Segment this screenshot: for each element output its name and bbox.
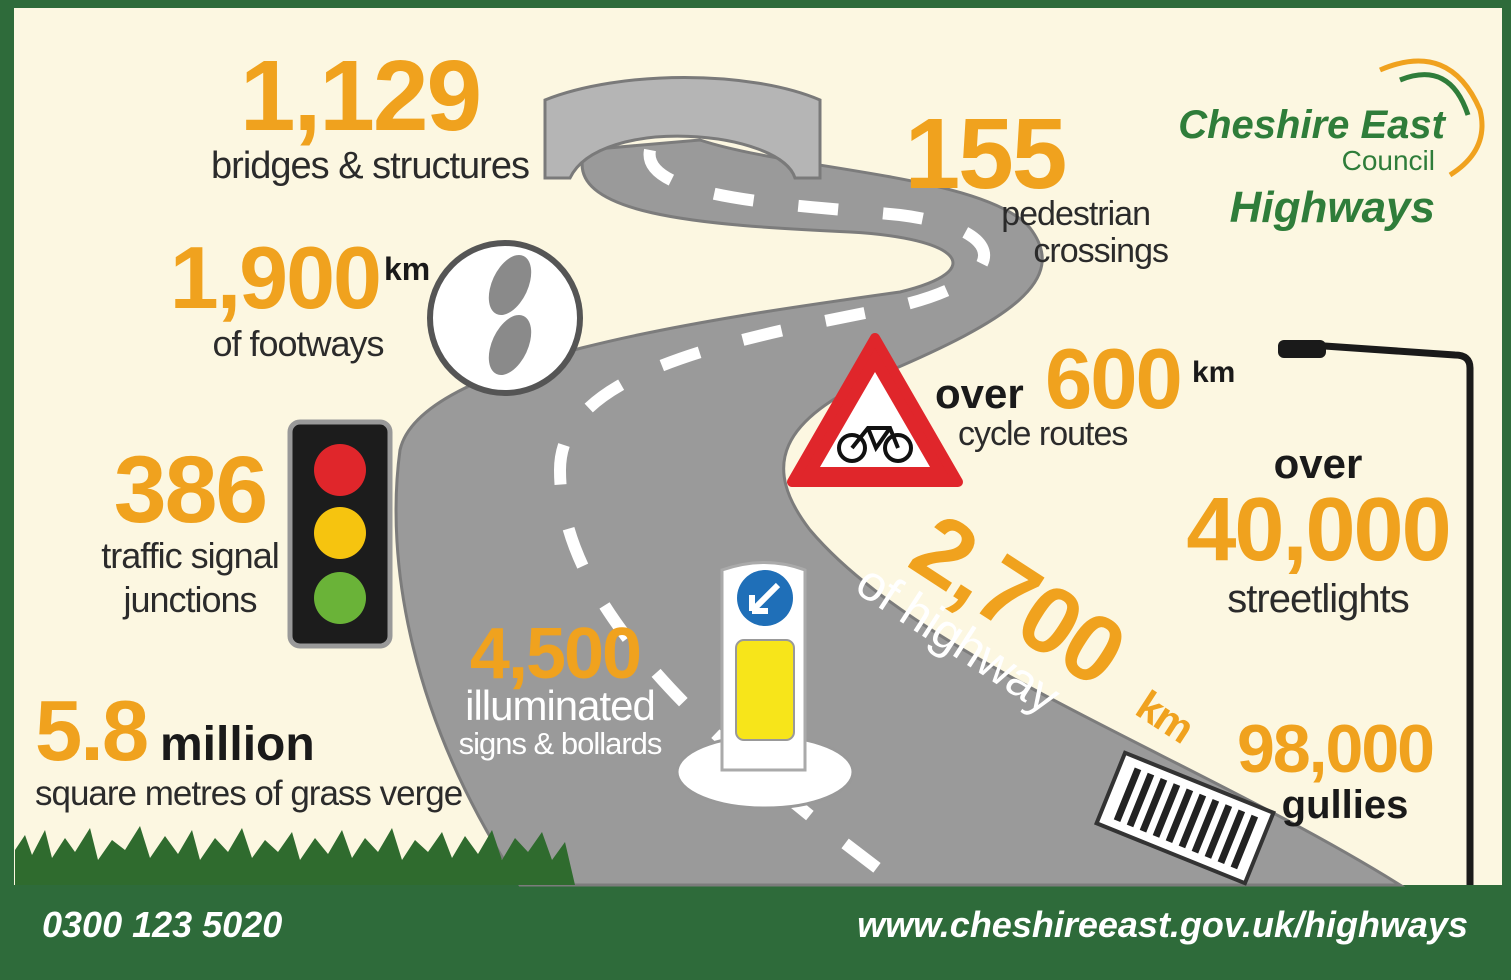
stat-unit: km (384, 251, 430, 287)
stat-label: pedestrian (1001, 195, 1150, 233)
infographic: Cheshire East Council Highways 1,129 bri… (0, 0, 1511, 980)
red-light (314, 444, 366, 496)
stat-label: cycle routes (958, 415, 1127, 453)
lamp-head (1278, 340, 1326, 358)
stat-figure: 155 (905, 98, 1066, 210)
stat-label: signs & bollards (459, 726, 662, 761)
bollard-panel (736, 640, 794, 740)
amber-light (314, 507, 366, 559)
stat-figure: 1,129 (240, 40, 480, 152)
stat-label: bridges & structures (211, 145, 529, 187)
stat-figure: 40,000 (1186, 480, 1449, 580)
logo-sub: Council (1342, 145, 1435, 176)
logo-dept: Highways (1230, 183, 1435, 232)
stat-figure: 98,000 (1237, 711, 1433, 787)
stat-label: illuminated (465, 682, 655, 729)
stat-figure: 5.8 (35, 684, 147, 779)
stat-label: crossings (1033, 232, 1168, 270)
green-light (314, 572, 366, 624)
stat-label: junctions (122, 579, 256, 620)
stat-unit: million (160, 718, 315, 771)
stat-figure: 600 (1045, 332, 1181, 427)
stat-label: streetlights (1227, 577, 1408, 621)
website: www.cheshireeast.gov.uk/highways (857, 904, 1468, 945)
stat-prefix: over (935, 370, 1024, 417)
logo-name: Cheshire East (1178, 103, 1446, 147)
stat-figure: 386 (114, 437, 267, 543)
stat-label: traffic signal (101, 535, 278, 576)
phone: 0300 123 5020 (42, 904, 282, 945)
stat-label: of footways (212, 323, 383, 364)
stat-figure: 1,900 (170, 228, 380, 327)
stat-unit: km (1192, 356, 1235, 389)
stat-label: square metres of grass verge (35, 774, 462, 813)
stat-label: gullies (1282, 783, 1409, 827)
